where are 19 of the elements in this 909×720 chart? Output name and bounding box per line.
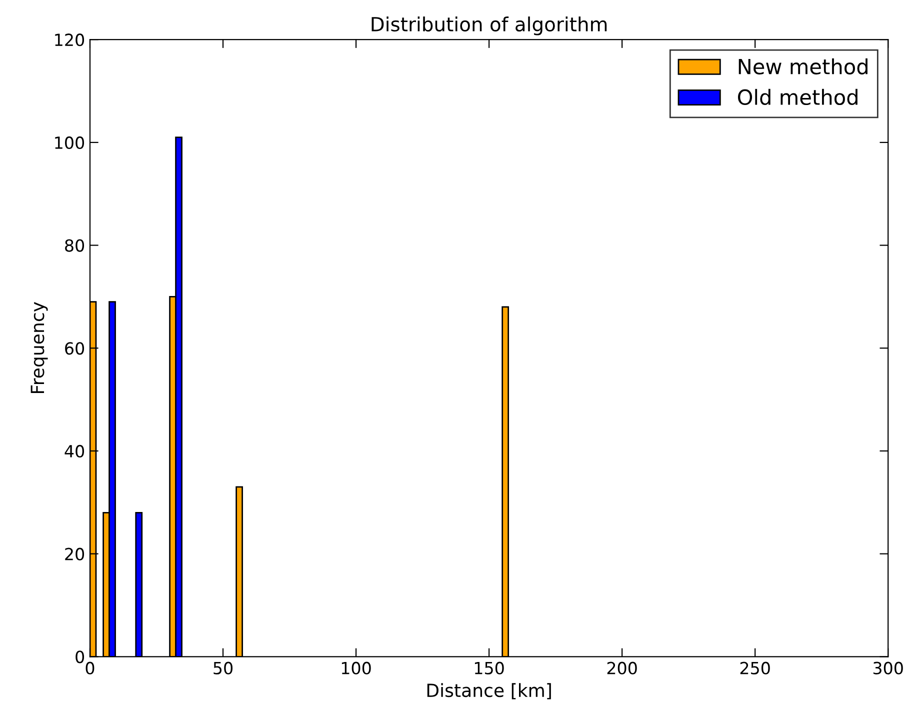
y-tick-label: 20 <box>65 548 84 560</box>
legend-label: New method <box>738 58 868 74</box>
x-tick-label: 50 <box>214 662 233 674</box>
x-tick-label: 300 <box>873 662 903 674</box>
x-tick-label: 150 <box>474 662 504 674</box>
y-axis-title: Frequency <box>30 302 48 393</box>
y-tick-label: 120 <box>55 34 84 46</box>
chart-title: Distribution of algorithm <box>372 16 607 36</box>
y-tick-label: 80 <box>65 239 84 252</box>
y-tick-label: 100 <box>55 136 84 150</box>
x-tick-label: 100 <box>342 662 371 674</box>
y-tick-label: 40 <box>64 444 84 458</box>
x-tick-label: 0 <box>86 662 94 674</box>
x-axis-title: Distance [km] <box>427 683 551 700</box>
x-tick-label: 200 <box>607 662 637 674</box>
legend-label: Old method <box>738 88 858 106</box>
y-tick-label: 60 <box>65 342 84 355</box>
y-tick-label: 0 <box>76 650 84 664</box>
x-tick-label: 250 <box>740 662 770 674</box>
